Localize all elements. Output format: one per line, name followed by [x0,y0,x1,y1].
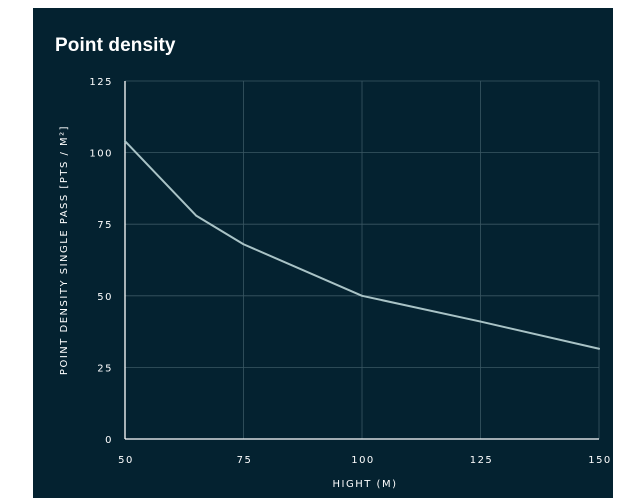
x-tick-label-100: 100 [351,455,375,466]
y-tick-label-75: 75 [97,220,113,231]
x-axis-label: HIGHT (M) [333,479,398,490]
y-tick-label-50: 50 [97,292,113,303]
y-tick-label-125: 125 [89,77,113,88]
data-point-0-5 [598,347,600,350]
data-point-0-1 [195,214,198,217]
tick-labels: 0 25 50 75 100 125 50 75 100 125 150 [89,77,612,466]
y-tick-label-25: 25 [97,363,113,374]
x-tick-label-150: 150 [588,455,612,466]
series-group [124,140,600,350]
series-line-0 [124,140,600,350]
x-tick-label-125: 125 [470,455,494,466]
x-tick-label-75: 75 [237,455,253,466]
x-tick-label-50: 50 [118,455,134,466]
chart-title: Point density [55,35,176,56]
grid-lines [125,80,600,439]
line-chart: 0 25 50 75 100 125 50 75 100 125 150 HIGHT (M) POI… [59,77,612,490]
chart-panel: Point density 0 25 50 75 100 125 50 75 100 125 150… [33,8,613,498]
y-axis-label: POINT DENSITY SINGLE PASS [PTS / M²] [59,125,70,375]
data-point-0-3 [361,294,363,297]
y-tick-label-0: 0 [105,435,113,446]
data-point-0-2 [242,243,245,246]
data-point-0-4 [479,320,482,323]
data-point-0-0 [124,140,126,143]
y-tick-label-100: 100 [89,149,113,160]
